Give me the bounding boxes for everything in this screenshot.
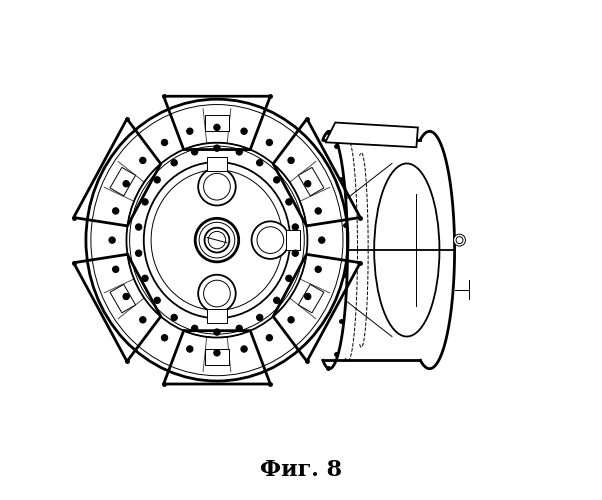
Circle shape bbox=[266, 140, 273, 145]
Circle shape bbox=[140, 316, 146, 323]
Polygon shape bbox=[286, 230, 300, 250]
Circle shape bbox=[288, 157, 294, 164]
Circle shape bbox=[161, 334, 168, 341]
Polygon shape bbox=[299, 284, 324, 313]
Circle shape bbox=[241, 128, 247, 134]
Circle shape bbox=[273, 176, 280, 183]
Circle shape bbox=[198, 274, 236, 312]
Circle shape bbox=[453, 234, 465, 246]
Circle shape bbox=[123, 294, 129, 300]
Circle shape bbox=[135, 224, 142, 230]
Circle shape bbox=[292, 224, 299, 230]
Circle shape bbox=[191, 148, 198, 155]
Circle shape bbox=[256, 314, 263, 320]
Polygon shape bbox=[205, 349, 229, 365]
Circle shape bbox=[113, 208, 119, 214]
Circle shape bbox=[286, 275, 292, 281]
Circle shape bbox=[171, 160, 178, 166]
Circle shape bbox=[113, 266, 119, 272]
Circle shape bbox=[305, 294, 311, 300]
Circle shape bbox=[140, 157, 146, 164]
Polygon shape bbox=[110, 284, 135, 313]
Circle shape bbox=[236, 325, 243, 332]
Circle shape bbox=[214, 350, 220, 356]
Circle shape bbox=[241, 346, 247, 352]
Circle shape bbox=[214, 145, 220, 152]
Circle shape bbox=[305, 180, 311, 187]
Circle shape bbox=[171, 314, 178, 320]
Circle shape bbox=[191, 325, 198, 332]
Circle shape bbox=[141, 198, 148, 205]
Circle shape bbox=[123, 180, 129, 187]
Polygon shape bbox=[207, 310, 227, 323]
Circle shape bbox=[318, 237, 325, 244]
Circle shape bbox=[288, 316, 294, 323]
Polygon shape bbox=[299, 168, 324, 196]
Circle shape bbox=[214, 124, 220, 130]
Circle shape bbox=[154, 297, 160, 304]
Circle shape bbox=[456, 236, 463, 244]
Circle shape bbox=[286, 198, 292, 205]
Circle shape bbox=[252, 222, 289, 259]
Circle shape bbox=[315, 208, 321, 214]
Circle shape bbox=[141, 275, 148, 281]
Circle shape bbox=[273, 297, 280, 304]
Circle shape bbox=[315, 266, 321, 272]
Circle shape bbox=[109, 237, 116, 244]
Circle shape bbox=[161, 140, 168, 145]
Polygon shape bbox=[205, 115, 229, 131]
Circle shape bbox=[198, 168, 236, 205]
Polygon shape bbox=[207, 157, 227, 171]
Circle shape bbox=[236, 148, 243, 155]
Circle shape bbox=[187, 346, 193, 352]
Circle shape bbox=[135, 250, 142, 256]
Circle shape bbox=[187, 128, 193, 134]
Text: Фиг. 8: Фиг. 8 bbox=[260, 459, 342, 481]
Polygon shape bbox=[325, 122, 418, 148]
Circle shape bbox=[292, 250, 299, 256]
Circle shape bbox=[214, 329, 220, 336]
Circle shape bbox=[256, 160, 263, 166]
Circle shape bbox=[266, 334, 273, 341]
Polygon shape bbox=[110, 168, 135, 196]
Circle shape bbox=[154, 176, 160, 183]
